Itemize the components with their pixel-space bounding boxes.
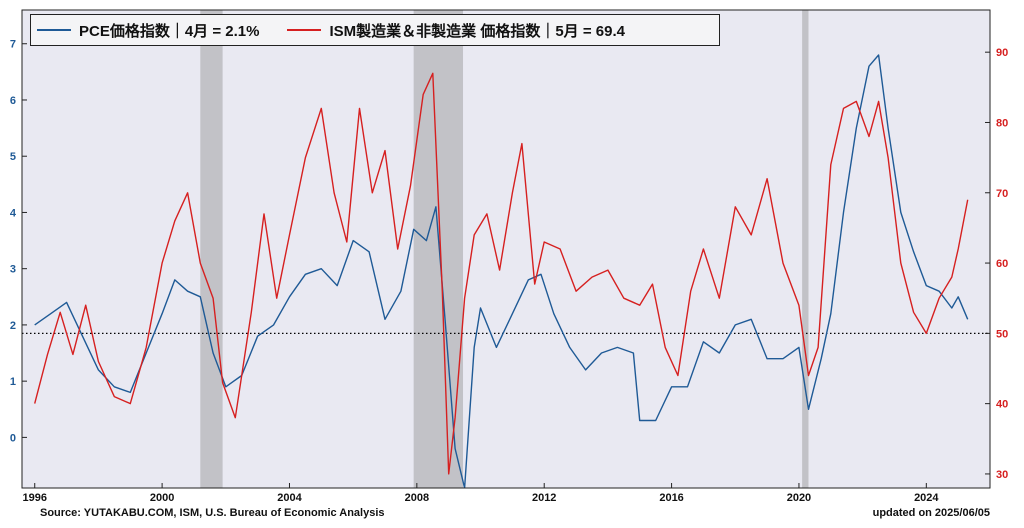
left-tick-label: 3 <box>10 264 16 276</box>
x-axis: 1996 2000 2004 2008 2012 2016 2020 2024 <box>22 483 939 504</box>
legend-item-ism: ISM製造業＆非製造業 価格指数｜5月 = 69.4 <box>287 20 625 41</box>
legend-swatch-ism <box>287 29 322 31</box>
right-tick-label: 50 <box>996 328 1008 340</box>
right-tick-label: 40 <box>996 399 1008 411</box>
right-tick-label: 70 <box>996 188 1008 200</box>
recession-shading <box>200 10 809 488</box>
x-tick-label: 2012 <box>532 492 556 504</box>
source-note: Source: YUTAKABU.COM, ISM, U.S. Bureau o… <box>40 507 385 519</box>
x-tick-label: 2004 <box>277 492 302 504</box>
plot-border <box>21 9 991 489</box>
right-tick-label: 30 <box>996 469 1008 481</box>
right-tick-label: 80 <box>996 117 1008 129</box>
legend: PCE価格指数｜4月 = 2.1% ISM製造業＆非製造業 価格指数｜5月 = … <box>30 14 720 46</box>
left-tick-label: 0 <box>10 432 16 444</box>
left-tick-label: 6 <box>10 95 16 107</box>
x-tick-label: 2024 <box>914 492 939 504</box>
recession-band <box>802 10 809 488</box>
x-tick-label: 2008 <box>405 492 429 504</box>
legend-label-pce: PCE価格指数｜4月 = 2.1% <box>79 22 260 40</box>
plot-background <box>22 10 990 488</box>
series-line-ism <box>34 72 969 475</box>
right-tick-label: 90 <box>996 47 1008 59</box>
legend-swatch-pce <box>37 29 71 31</box>
left-tick-label: 5 <box>10 151 16 163</box>
left-tick-label: 7 <box>10 39 16 51</box>
x-tick-label: 2000 <box>150 492 174 504</box>
left-tick-label: 2 <box>10 320 16 332</box>
x-tick-label: 1996 <box>22 492 46 504</box>
right-tick-label: 60 <box>996 258 1008 270</box>
plot-frame <box>21 9 991 489</box>
legend-label-ism: ISM製造業＆非製造業 価格指数｜5月 = 69.4 <box>329 22 625 40</box>
plot-area <box>22 10 990 488</box>
recession-band <box>413 10 464 488</box>
updated-note: updated on 2025/06/05 <box>872 507 990 519</box>
series-lines <box>34 54 969 488</box>
recession-band <box>200 10 223 488</box>
left-y-axis: 0 1 2 3 4 5 6 7 <box>10 39 27 444</box>
left-tick-label: 1 <box>10 376 16 388</box>
x-tick-label: 2020 <box>787 492 811 504</box>
right-y-axis: 30 40 50 60 70 80 90 <box>985 47 1008 481</box>
series-line-pce <box>34 54 969 488</box>
x-tick-label: 2016 <box>659 492 683 504</box>
left-tick-label: 4 <box>10 207 17 219</box>
legend-item-pce: PCE価格指数｜4月 = 2.1% <box>37 20 259 41</box>
